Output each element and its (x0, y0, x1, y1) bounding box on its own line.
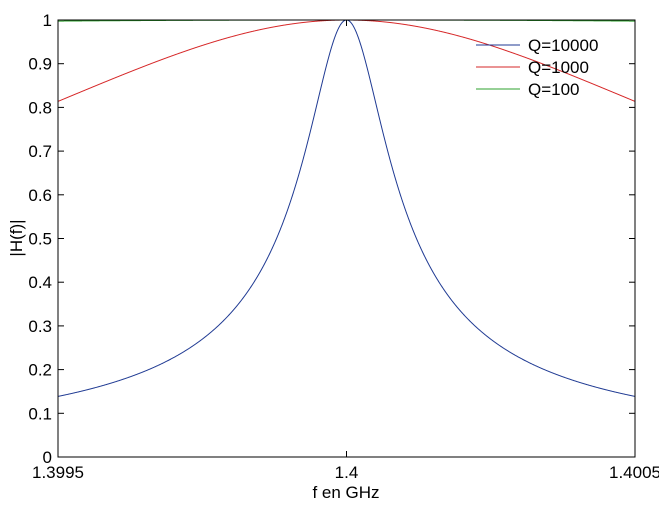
legend-label: Q=1000 (528, 58, 589, 77)
plot-area-background (58, 20, 635, 457)
y-axis-label: |H(f)| (7, 219, 26, 256)
legend: Q=10000 Q=1000 Q=100 (476, 36, 598, 99)
y-tick-label: 0.6 (28, 186, 52, 205)
legend-label: Q=100 (528, 80, 580, 99)
y-tick-label: 0.8 (28, 98, 52, 117)
x-tick-label: 1.3995 (32, 463, 84, 482)
y-tick-label: 0 (43, 448, 52, 467)
x-tick-label: 1.4 (335, 463, 359, 482)
x-tick-label: 1.4005 (609, 463, 659, 482)
y-tick-label: 0.1 (28, 404, 52, 423)
y-tick-label: 0.5 (28, 230, 52, 249)
y-tick-label: 0.4 (28, 273, 52, 292)
y-tick-label: 0.7 (28, 142, 52, 161)
y-tick-label: 1 (43, 11, 52, 30)
legend-label: Q=10000 (528, 36, 598, 55)
y-tick-label: 0.2 (28, 361, 52, 380)
axis-ticks: 1.3995 1.4 1.4005 0 0.1 0.2 0.3 0.4 0.5 0.6 0.7 0.8… (28, 11, 659, 482)
y-tick-label: 0.3 (28, 317, 52, 336)
x-axis-label: f en GHz (312, 483, 379, 502)
y-tick-label: 0.9 (28, 55, 52, 74)
